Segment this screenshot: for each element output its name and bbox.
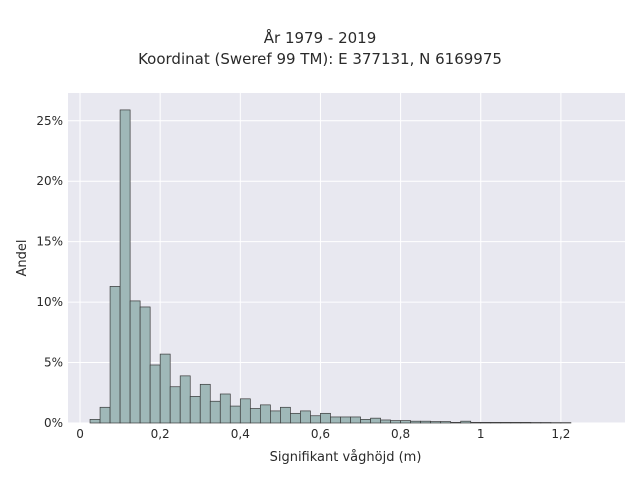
histogram-bar <box>440 421 452 424</box>
histogram-bar <box>350 416 361 424</box>
y-tick-label: 15% <box>36 235 63 249</box>
histogram-bar <box>340 416 351 424</box>
y-tick-label: 25% <box>36 114 63 128</box>
histogram-bars <box>89 109 572 424</box>
x-tick-label: 1,2 <box>551 427 570 441</box>
y-tick-label: 10% <box>36 295 63 309</box>
histogram-bar <box>209 400 221 424</box>
histogram-bar <box>109 286 121 424</box>
histogram-bar <box>139 306 151 424</box>
x-tick-label: 0 <box>76 427 84 441</box>
histogram-bar <box>500 422 512 424</box>
histogram-bar <box>280 406 291 424</box>
histogram-bar <box>239 398 251 424</box>
histogram-bar <box>300 410 311 424</box>
histogram-bar <box>270 410 281 424</box>
y-axis-label: Andel <box>15 240 30 277</box>
x-tick-label: 0,6 <box>311 427 330 441</box>
histogram-bar <box>320 412 331 424</box>
histogram-bar <box>370 417 381 424</box>
x-axis-label: Signifikant våghöjd (m) <box>270 450 422 465</box>
histogram-bar <box>219 393 231 424</box>
histogram-bar <box>360 419 371 424</box>
histogram-bar <box>159 353 171 424</box>
histogram-bar <box>149 364 161 424</box>
histogram-bar <box>390 420 401 424</box>
y-tick-label: 20% <box>36 174 63 188</box>
histogram-bar <box>430 421 442 424</box>
histogram-bar <box>450 422 462 424</box>
y-tick-label: 0% <box>44 416 63 430</box>
histogram-bar <box>189 396 201 424</box>
y-tick-label: 5% <box>44 356 63 370</box>
histogram-bar <box>129 300 141 424</box>
x-tick-label: 1 <box>477 427 485 441</box>
histogram-bar <box>249 408 261 424</box>
histogram-bar <box>119 109 131 424</box>
histogram-bar <box>420 420 432 424</box>
histogram-bar <box>310 415 321 424</box>
histogram-bar <box>400 420 411 424</box>
histogram-bar <box>380 419 391 424</box>
histogram-bar <box>460 420 472 424</box>
histogram-bar <box>199 383 211 424</box>
histogram-bar <box>510 422 522 424</box>
chart-subtitle: Koordinat (Sweref 99 TM): E 377131, N 61… <box>138 50 502 68</box>
histogram-bar <box>470 422 482 424</box>
histogram-bar <box>330 416 341 424</box>
histogram-bar <box>259 404 271 424</box>
x-tick-label: 0,8 <box>391 427 410 441</box>
histogram-bar <box>179 375 191 424</box>
histogram-bar <box>229 405 241 424</box>
x-tick-label: 0,2 <box>151 427 170 441</box>
x-tick-label: 0,4 <box>231 427 250 441</box>
histogram-bar <box>89 419 101 424</box>
histogram-bar <box>520 422 532 424</box>
histogram-bar <box>480 422 492 424</box>
chart-title: År 1979 - 2019 <box>263 29 377 47</box>
y-axis-ticks: 0% 5% 10% 15% 20% 25% <box>36 114 63 430</box>
x-axis-ticks: 0 0,2 0,4 0,6 0,8 1 1,2 <box>76 427 570 441</box>
histogram-bar <box>290 412 301 424</box>
histogram-bar <box>99 406 111 424</box>
histogram-bar <box>169 386 181 424</box>
histogram-bar <box>490 422 502 424</box>
histogram-bar <box>410 420 421 424</box>
